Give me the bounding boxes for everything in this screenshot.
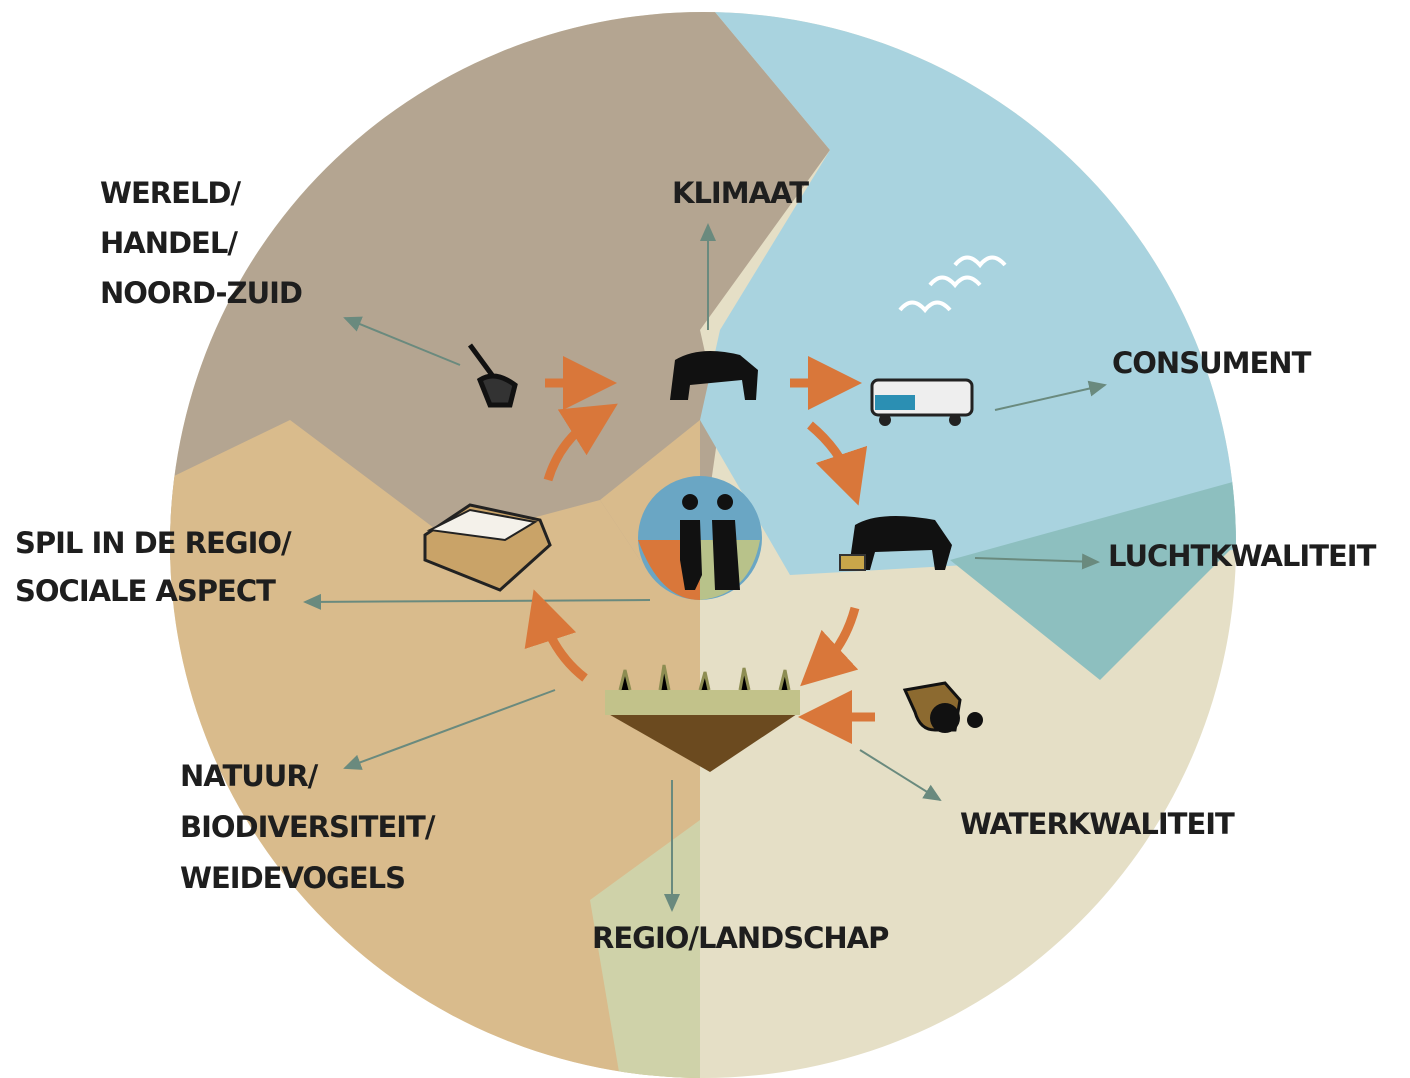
label-line: HANDEL/ xyxy=(100,226,238,260)
label-line: WEIDEVOGELS xyxy=(180,861,405,895)
diagram: WERELD/HANDEL/NOORD-ZUID KLIMAAT CONSUMENT… xyxy=(0,0,1410,1078)
label-line: KLIMAAT xyxy=(672,176,809,210)
label-line: CONSUMENT xyxy=(1112,346,1312,380)
label-line: BIODIVERSITEIT/ xyxy=(180,810,436,844)
label-line: NOORD-ZUID xyxy=(100,276,302,310)
label-line: SOCIALE ASPECT xyxy=(15,574,276,608)
label-line: LUCHTKWALITEIT xyxy=(1108,539,1377,573)
label-line: NATUUR/ xyxy=(180,759,319,793)
label-line: REGIO/LANDSCHAP xyxy=(592,921,889,955)
label-line: WATERKWALITEIT xyxy=(960,807,1235,841)
label-line: WERELD/ xyxy=(100,176,241,210)
label-line: SPIL IN DE REGIO/ xyxy=(15,526,292,560)
